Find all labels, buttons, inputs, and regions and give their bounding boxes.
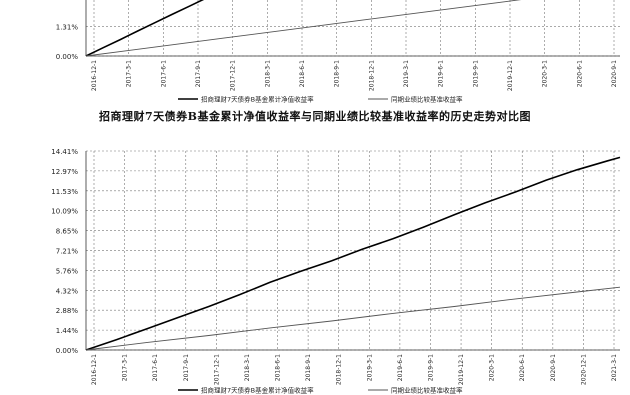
x-tick-label: 2019-3-1 bbox=[403, 60, 410, 87]
y-tick-label: 2.88% bbox=[56, 307, 79, 315]
x-tick-label: 2019-6-1 bbox=[438, 60, 445, 87]
x-tick-label: 2017-6-1 bbox=[152, 354, 159, 381]
x-tick-label: 2017-3-1 bbox=[122, 354, 129, 381]
y-tick-label: 14.41% bbox=[51, 148, 78, 156]
y-tick-label: 10.09% bbox=[51, 208, 78, 216]
x-tick-label: 2016-12-1 bbox=[91, 354, 98, 385]
y-tick-label: 8.65% bbox=[56, 228, 79, 236]
x-tick-label: 2019-6-1 bbox=[397, 354, 404, 381]
series-fund-line bbox=[85, 0, 205, 57]
x-tick-label: 2019-9-1 bbox=[472, 60, 479, 87]
y-tick-label: 12.97% bbox=[51, 168, 78, 176]
x-tick-label: 2017-9-1 bbox=[183, 354, 190, 381]
x-tick-label: 2018-3-1 bbox=[264, 60, 271, 87]
series-fund-line bbox=[85, 156, 621, 351]
x-tick-label: 2020-6-1 bbox=[576, 60, 583, 87]
y-tick-label: 4.32% bbox=[56, 287, 79, 295]
y-tick-label: 7.21% bbox=[56, 247, 79, 255]
x-tick-label: 2018-6-1 bbox=[275, 354, 282, 381]
x-tick-label: 2020-9-1 bbox=[611, 60, 618, 87]
x-tick-label: 2019-3-1 bbox=[366, 354, 373, 381]
y-tick-label: 1.31% bbox=[56, 24, 79, 32]
chart-title: 招商理财7天债券B基金累计净值收益率与同期业绩比较基准收益率的历史走势对比图 bbox=[99, 110, 531, 123]
legend-label-benchmark: 同期业绩比较基准收益率 bbox=[391, 386, 463, 395]
x-tick-label: 2018-9-1 bbox=[305, 354, 312, 381]
x-tick-label: 2019-9-1 bbox=[427, 354, 434, 381]
x-tick-label: 2020-9-1 bbox=[550, 354, 557, 381]
x-tick-label: 2019-12-1 bbox=[458, 354, 465, 385]
x-tick-label: 2018-12-1 bbox=[368, 60, 375, 91]
x-tick-label: 2018-6-1 bbox=[299, 60, 306, 87]
x-tick-label: 2017-12-1 bbox=[213, 354, 220, 385]
x-tick-label: 2020-3-1 bbox=[542, 60, 549, 87]
legend-label-fund: 招商理财7天债券B基金累计净值收益率 bbox=[201, 386, 314, 395]
x-tick-label: 2019-12-1 bbox=[507, 60, 514, 91]
x-tick-label: 2018-3-1 bbox=[244, 354, 251, 381]
x-tick-label: 2017-3-1 bbox=[126, 60, 133, 87]
legend-label-benchmark: 同期业绩比较基准收益率 bbox=[391, 95, 463, 104]
x-tick-label: 2018-9-1 bbox=[334, 60, 341, 87]
x-tick-label: 2018-12-1 bbox=[336, 354, 343, 385]
y-tick-label: 1.44% bbox=[56, 327, 79, 335]
series-benchmark-line bbox=[85, 0, 522, 57]
x-tick-label: 2021-3-1 bbox=[611, 354, 618, 381]
x-tick-label: 2017-9-1 bbox=[195, 60, 202, 87]
y-tick-label: 11.53% bbox=[51, 188, 78, 196]
x-tick-label: 2020-6-1 bbox=[519, 354, 526, 381]
x-tick-label: 2017-6-1 bbox=[160, 60, 167, 87]
y-tick-label: 0.00% bbox=[56, 347, 79, 355]
legend-label-fund: 招商理财7天债券B基金累计净值收益率 bbox=[201, 95, 314, 104]
x-tick-label: 2020-3-1 bbox=[489, 354, 496, 381]
x-tick-label: 2017-12-1 bbox=[230, 60, 237, 91]
y-tick-label: 0.00% bbox=[56, 53, 79, 61]
series-benchmark-line bbox=[85, 286, 621, 351]
x-tick-label: 2016-12-1 bbox=[91, 60, 98, 91]
y-tick-label: 5.76% bbox=[56, 267, 79, 275]
x-tick-label: 2020-12-1 bbox=[580, 354, 587, 385]
